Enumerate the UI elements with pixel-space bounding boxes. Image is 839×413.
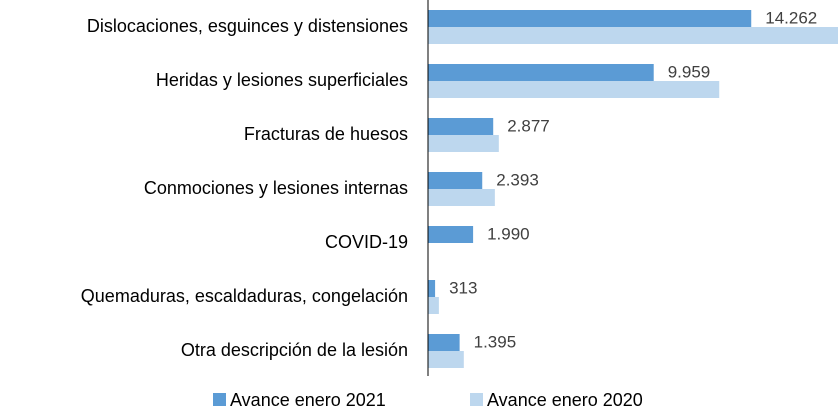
bar [428, 189, 495, 206]
legend-swatch [213, 393, 226, 406]
data-label: 2.393 [496, 170, 539, 189]
category-label: Conmociones y lesiones internas [144, 178, 408, 198]
data-label: 1.395 [474, 332, 517, 351]
category-label: Dislocaciones, esguinces y distensiones [87, 16, 408, 36]
bar [428, 10, 752, 27]
data-label: 313 [449, 278, 477, 297]
bar [428, 280, 436, 297]
bar [428, 334, 460, 351]
bar [428, 172, 483, 189]
data-label: 14.262 [765, 8, 817, 27]
data-label: 2.877 [507, 116, 550, 135]
bar [428, 81, 720, 98]
bar [428, 64, 654, 81]
bar [428, 226, 474, 243]
category-label: Quemaduras, escaldaduras, congelación [81, 286, 408, 306]
legend-label: Avance enero 2020 [487, 390, 643, 410]
bar [428, 27, 838, 44]
bar [428, 297, 439, 314]
legend-swatch [470, 393, 483, 406]
category-label: COVID-19 [325, 232, 408, 252]
bar [428, 135, 499, 152]
bar [428, 351, 464, 368]
category-label: Heridas y lesiones superficiales [156, 70, 408, 90]
data-label: 1.990 [487, 224, 530, 243]
category-label: Otra descripción de la lesión [181, 340, 408, 360]
category-label: Fracturas de huesos [244, 124, 408, 144]
data-label: 9.959 [668, 62, 711, 81]
bar [428, 118, 494, 135]
legend-label: Avance enero 2021 [230, 390, 386, 410]
